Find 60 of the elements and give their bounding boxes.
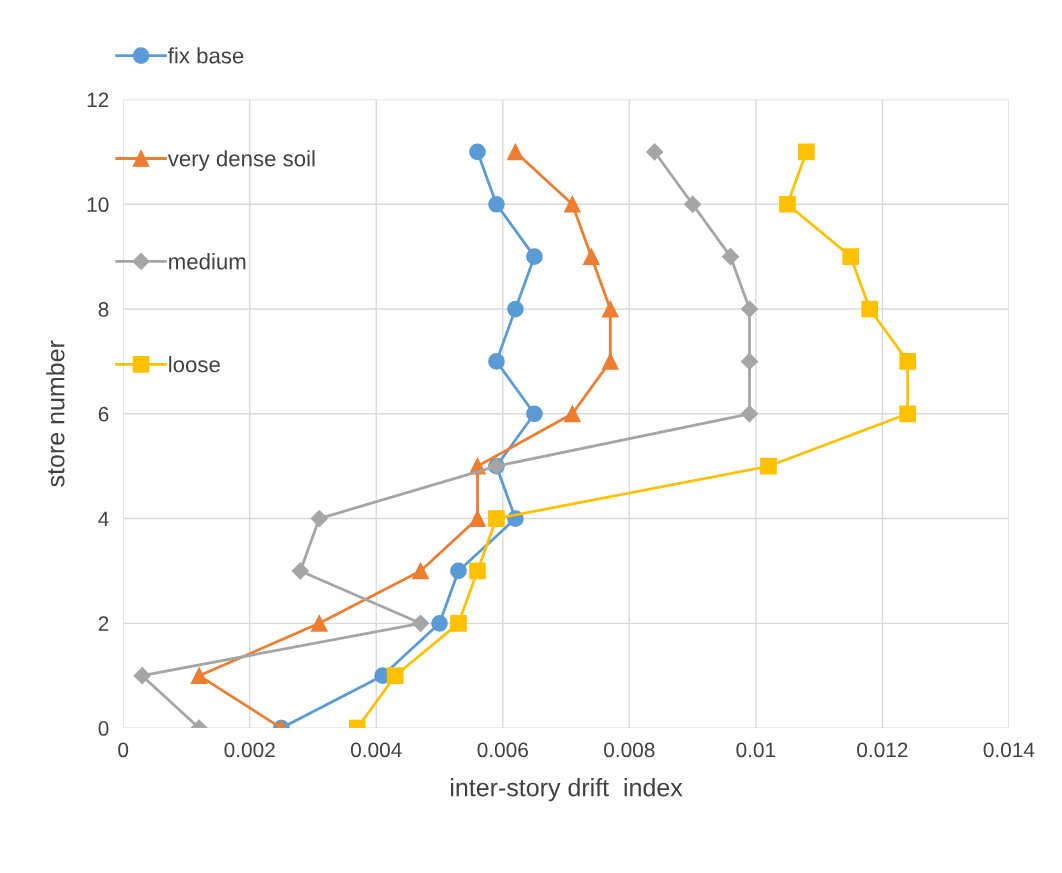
x-axis-title: inter-story drift index — [451, 778, 683, 802]
point — [564, 405, 581, 423]
point — [779, 195, 796, 213]
point — [469, 562, 486, 580]
point — [133, 667, 151, 685]
x-tick-label: 0.002 — [224, 742, 275, 758]
x-tick-label: 0.014 — [983, 742, 1035, 758]
point — [646, 143, 664, 161]
point — [760, 457, 777, 475]
point — [412, 562, 429, 580]
point — [411, 614, 430, 632]
legend-label: medium — [169, 253, 246, 270]
y-axis-title: store number — [46, 340, 65, 487]
point — [740, 405, 759, 423]
point — [488, 353, 505, 370]
point — [450, 614, 467, 632]
x-tick-label: 0 — [118, 742, 129, 758]
point — [564, 195, 581, 213]
point — [740, 300, 759, 318]
point — [507, 143, 524, 161]
point — [583, 248, 600, 265]
point — [507, 300, 524, 318]
point — [899, 405, 917, 423]
point — [740, 352, 759, 370]
point — [386, 667, 404, 685]
point — [601, 353, 619, 370]
x-tick-label: 0.012 — [857, 742, 908, 758]
point — [798, 143, 815, 161]
y-tick-label: 12 — [87, 92, 109, 108]
point — [684, 195, 702, 213]
x-tick-label: 0.004 — [351, 742, 402, 758]
point — [310, 614, 328, 632]
y-tick-label: 4 — [98, 511, 109, 527]
y-tick-label: 0 — [98, 721, 109, 736]
point — [190, 667, 208, 685]
point — [488, 195, 505, 213]
point — [526, 248, 543, 265]
point — [310, 510, 328, 528]
point — [291, 562, 309, 580]
point — [488, 510, 505, 527]
point — [469, 510, 486, 527]
point — [469, 143, 486, 161]
y-tick-label: 6 — [98, 406, 109, 422]
x-tick-label: 0.006 — [477, 742, 528, 758]
x-tick-label: 0.008 — [604, 742, 655, 758]
point — [431, 614, 448, 632]
y-tick-label: 2 — [98, 616, 109, 631]
y-tick-label: 10 — [87, 197, 109, 213]
point — [842, 248, 860, 265]
point — [450, 562, 467, 580]
legend-label: loose — [169, 356, 220, 373]
legend-label: very dense soil — [167, 150, 315, 171]
legend-label: fix base — [168, 47, 244, 64]
point — [526, 405, 543, 423]
point — [601, 300, 619, 318]
x-tick-label: 0.01 — [736, 742, 776, 758]
point — [861, 300, 879, 318]
point — [721, 248, 740, 266]
y-tick-label: 8 — [98, 302, 109, 317]
point — [899, 353, 917, 370]
